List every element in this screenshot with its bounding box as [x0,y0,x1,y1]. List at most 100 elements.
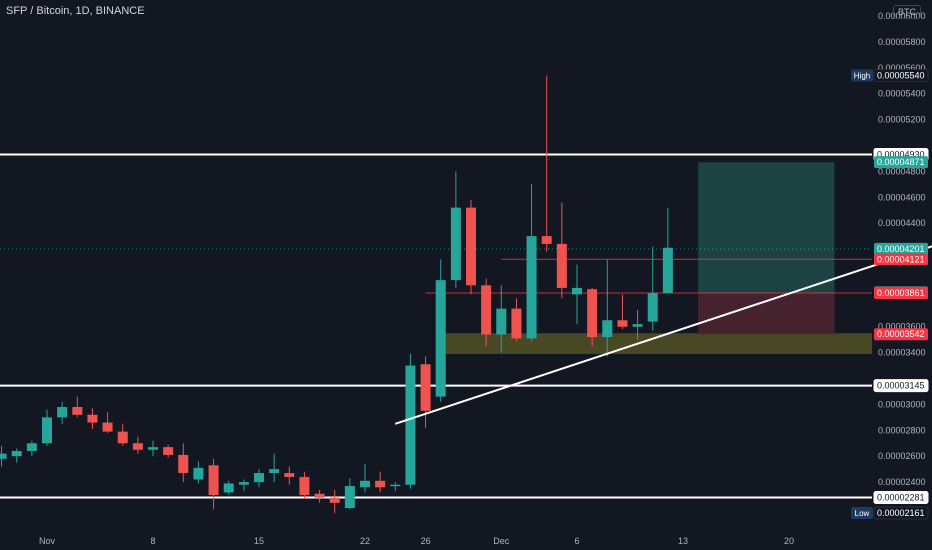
candle-2021-11-07[interactable] [132,436,143,454]
svg-text:Low: Low [855,509,870,518]
candle-2021-11-12[interactable] [208,458,219,510]
candle-2021-11-16[interactable] [269,453,280,483]
candle-2021-12-08[interactable] [602,259,613,357]
candle-2021-11-27[interactable] [435,259,446,402]
svg-text:0.00002161: 0.00002161 [877,508,925,518]
candle-2021-11-23[interactable] [375,471,386,493]
candle-body [329,497,340,503]
candle-body [57,407,68,418]
support-zone[interactable] [440,333,872,354]
candle-2021-11-11[interactable] [193,461,204,484]
candle-body [223,483,234,493]
candle-2021-11-13[interactable] [223,480,234,496]
candle-2021-11-25[interactable] [405,353,416,489]
low-price-label: 0.00002161 [873,506,929,520]
candle-body [314,493,325,498]
candle-2021-12-05[interactable] [556,202,567,299]
candle-2021-12-07[interactable] [587,287,598,347]
candle-2021-12-11[interactable] [647,246,658,331]
candle-2021-11-26[interactable] [420,356,431,428]
candle-body [299,476,310,496]
candle-body [375,480,386,488]
horizontal-line-3-price-label: 0.00002281 [873,491,929,505]
candle-2021-10-31[interactable] [26,440,37,457]
candle-body [466,207,476,286]
candle-2021-11-08[interactable] [148,440,158,457]
candle-body [617,320,628,327]
long-position-layer [698,162,835,335]
candle-2021-12-04[interactable] [541,75,552,252]
candle-2021-11-18[interactable] [299,471,310,499]
time-axis[interactable]: Nov 8 15 22 26 Dec 6 13 20 [39,536,794,546]
y-tick-label: 0.00004800 [878,166,926,176]
svg-text:0.00003542: 0.00003542 [877,329,925,339]
candle-2021-11-06[interactable] [117,423,128,446]
candle-2021-11-28[interactable] [450,171,461,288]
candle-2021-11-09[interactable] [163,444,174,458]
svg-text:0.00004121: 0.00004121 [877,254,925,264]
candle-2021-11-19[interactable] [314,489,325,503]
candle-2021-12-10[interactable] [632,309,643,340]
y-tick-label: 0.00002400 [878,477,926,487]
candle-body [647,293,658,322]
candle-body [481,285,492,335]
candle-body [117,431,128,444]
candle-body [541,236,552,244]
high-tag: High [851,69,873,82]
candle-body [390,484,401,487]
y-tick-label: 0.00005600 [878,63,926,73]
candle-body [42,417,52,444]
candle-body [178,454,189,474]
position-target-zone[interactable] [698,162,835,293]
candle-2021-11-24[interactable] [390,482,401,492]
candle-2021-10-30[interactable] [11,448,22,463]
candle-2021-12-01[interactable] [496,285,507,353]
candle-2021-11-04[interactable] [87,408,98,430]
candle-2021-11-14[interactable] [238,479,249,492]
candle-2021-11-20[interactable] [329,489,340,514]
candle-body [208,465,219,496]
trendline[interactable] [394,234,932,425]
x-tick-label: Nov [39,536,56,546]
sl-price-label: 0.00003542 [874,328,928,341]
candle-body [450,207,461,281]
y-tick-label: 0.00003600 [878,322,926,332]
candle-2021-11-02[interactable] [57,401,68,424]
candle-body [254,473,264,483]
line-price-label: 0.00004121 [874,253,928,266]
candle-2021-10-29[interactable] [0,445,7,467]
candle-2021-12-03[interactable] [526,184,537,341]
y-tick-label: 0.00004600 [878,192,926,202]
tp-price-label: 0.00004871 [874,156,928,169]
candle-2021-11-22[interactable] [360,463,370,493]
chart-title: SFP / Bitcoin, 1D, BINANCE [6,5,145,17]
candle-2021-11-21[interactable] [344,478,355,510]
candle-body [132,443,143,450]
svg-text:0.00003861: 0.00003861 [877,288,925,298]
candle-2021-12-12[interactable] [662,207,673,294]
candle-2021-12-09[interactable] [617,294,628,330]
candle-2021-11-05[interactable] [102,412,113,433]
svg-text:0.00004871: 0.00004871 [877,157,925,167]
high-price-label: 0.00005540 [873,69,929,83]
position-stop-zone[interactable] [698,292,835,335]
candle-2021-11-29[interactable] [466,199,476,295]
candle-2021-11-15[interactable] [254,469,264,488]
candle-body [405,365,416,485]
candle-2021-12-06[interactable] [572,264,582,325]
y-tick-label: 0.00005400 [878,89,926,99]
candle-2021-11-10[interactable] [178,443,189,483]
y-tick-label: 0.00005200 [878,115,926,125]
y-tick-label: 0.00006000 [878,11,926,21]
candle-2021-11-03[interactable] [72,396,83,418]
candle-body [632,324,643,327]
candle-2021-12-02[interactable] [511,298,522,341]
price-axis[interactable]: 0.00006000 0.00005800 0.00005600 0.00005400… [878,11,926,487]
candle-2021-11-01[interactable] [42,409,52,446]
support-zone-layer [440,333,872,354]
candle-body [163,447,174,455]
candle-body [193,467,204,480]
candle-2021-11-30[interactable] [481,278,492,347]
candle-2021-11-17[interactable] [284,466,295,485]
